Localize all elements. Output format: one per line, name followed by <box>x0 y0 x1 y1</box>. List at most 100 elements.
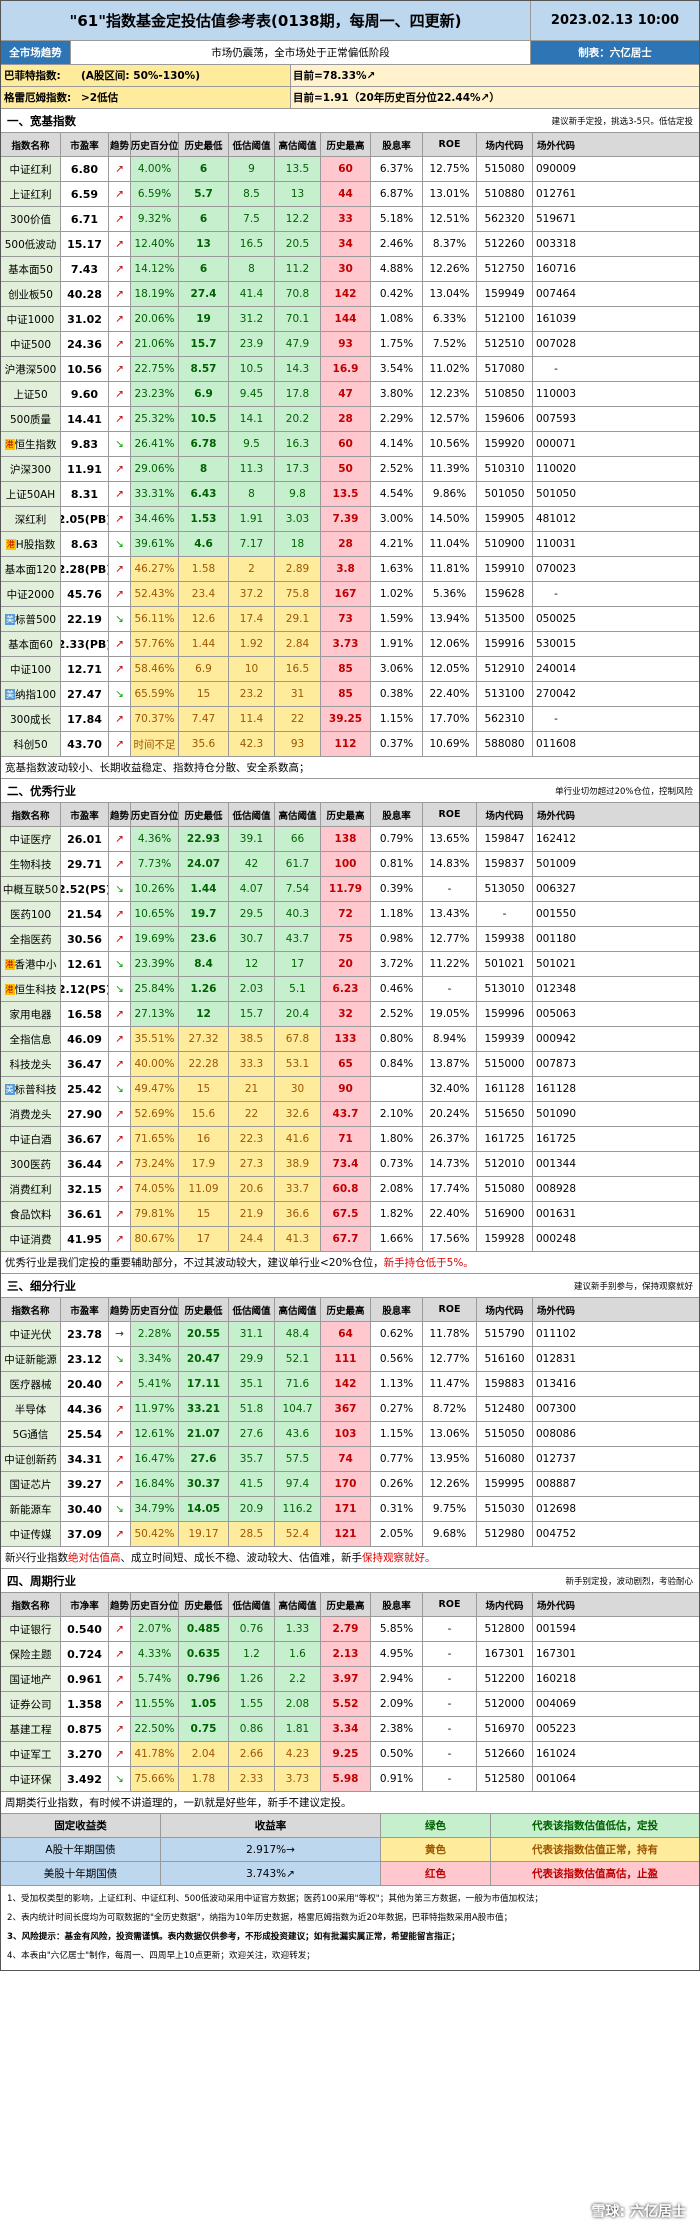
low-threshold: 29.9 <box>229 1347 275 1371</box>
historical-low: 4.6 <box>179 532 229 556</box>
high-threshold: 38.9 <box>275 1152 321 1176</box>
index-name: 中证500 <box>1 332 61 356</box>
trend-arrow-icon: ↗ <box>109 1227 131 1251</box>
otc-code: 167301 <box>535 1648 577 1660</box>
table-row: 中证500 24.36 ↗ 21.06% 15.7 23.9 47.9 93 1.75% 7.52… <box>1 332 699 357</box>
pe-value: 36.67 <box>61 1127 109 1151</box>
legend-color-green: 绿色 <box>381 1814 491 1837</box>
roe: - <box>423 1767 477 1791</box>
trend-arrow-icon: ↗ <box>109 1717 131 1741</box>
low-threshold: 39.1 <box>229 827 275 851</box>
high-threshold: 116.2 <box>275 1497 321 1521</box>
exchange-code: 513010 <box>477 977 533 1001</box>
high-threshold: 2.84 <box>275 632 321 656</box>
historical-low: 27.4 <box>179 282 229 306</box>
otc-code: 001180 <box>535 933 577 945</box>
watermark: 雪球: 六亿居士 <box>591 2204 686 2220</box>
otc-code: 161128 <box>535 1083 577 1095</box>
percentile: 10.65% <box>131 902 179 926</box>
historical-high: 121 <box>321 1522 371 1546</box>
legend-block: 固定收益类 收益率 绿色 代表该指数估值低估，定投 A股十年期国债 2.917%→ 黄色 代表… <box>1 1814 699 1886</box>
low-threshold: 2 <box>229 557 275 581</box>
table-row: 生物科技 29.71 ↗ 7.73% 24.07 42 61.7 100 0.81% 14.83%… <box>1 852 699 877</box>
dividend-yield: 1.18% <box>371 902 423 926</box>
index-name: 5G通信 <box>1 1422 61 1446</box>
index-name: 全指信息 <box>1 1027 61 1051</box>
otc-code: 003318 <box>535 238 577 250</box>
historical-low: 15.6 <box>179 1102 229 1126</box>
us-badge: 美 <box>4 1083 15 1095</box>
pe-value: 1.358 <box>61 1692 109 1716</box>
index-name-text: 纳指100 <box>14 688 57 701</box>
column-header: 历史百分位 <box>131 1593 179 1616</box>
high-threshold: 11.2 <box>275 257 321 281</box>
us-badge: 美 <box>4 613 15 625</box>
pe-value: 2.33(PB) <box>61 632 109 656</box>
column-header: 市盈率 <box>61 133 109 156</box>
historical-low: 21.07 <box>179 1422 229 1446</box>
otc-code: 110020 <box>535 463 577 475</box>
roe: 12.06% <box>423 632 477 656</box>
index-name: 300价值 <box>1 207 61 231</box>
pe-value: 37.09 <box>61 1522 109 1546</box>
note-line: 1、受加权类型的影响，上证红利、中证红利、500低波动采用中证官方数据；医药10… <box>7 1894 544 1904</box>
dividend-yield: 4.14% <box>371 432 423 456</box>
column-header: 低估阈值 <box>229 1593 275 1616</box>
table-row: 中证消费 41.95 ↗ 80.67% 17 24.4 41.3 67.7 1.66% 17.56… <box>1 1227 699 1252</box>
column-header: 高估阈值 <box>275 133 321 156</box>
historical-low: 1.78 <box>179 1767 229 1791</box>
index-name-text: 恒生科技 <box>14 983 57 996</box>
exchange-code: 159883 <box>477 1372 533 1396</box>
percentile: 12.40% <box>131 232 179 256</box>
percentile: 18.19% <box>131 282 179 306</box>
low-threshold: 30.7 <box>229 927 275 951</box>
pe-value: 34.31 <box>61 1447 109 1471</box>
trend-arrow-icon: ↗ <box>109 1177 131 1201</box>
exchange-code: 512580 <box>477 1767 533 1791</box>
section-title: 三、细分行业 建议新手别参与，保持观察就好 <box>1 1274 699 1298</box>
exchange-code: 513050 <box>477 877 533 901</box>
pe-value: 3.492 <box>61 1767 109 1791</box>
section-name: 三、细分行业 <box>7 1278 76 1293</box>
historical-low: 1.44 <box>179 632 229 656</box>
roe: 12.77% <box>423 1347 477 1371</box>
percentile: 5.41% <box>131 1372 179 1396</box>
otc-code: 090009 <box>535 163 577 175</box>
table-row: 中证白酒 36.67 ↗ 71.65% 16 22.3 41.6 71 1.80% 26.37% 1… <box>1 1127 699 1152</box>
legend-row: A股十年期国债 2.917%→ 黄色 代表该指数估值正常，持有 <box>1 1838 699 1862</box>
index-name: 沪港深500 <box>1 357 61 381</box>
historical-high: 43.7 <box>321 1102 371 1126</box>
roe: 14.50% <box>423 507 477 531</box>
historical-high: 72 <box>321 902 371 926</box>
index-name: 中证军工 <box>1 1742 61 1766</box>
table-header-row: 指数名称 市盈率 趋势 历史百分位 历史最低 低估阈值 高估阈值 历史最高 股息率 ROE 场内代码… <box>1 803 699 827</box>
trend-arrow-icon: ↗ <box>109 257 131 281</box>
column-header: ROE <box>423 1298 477 1321</box>
dividend-yield: 0.81% <box>371 852 423 876</box>
high-threshold: 22 <box>275 707 321 731</box>
table-row: 家用电器 16.58 ↗ 27.13% 12 15.7 20.4 32 2.52% 19.05% 1… <box>1 1002 699 1027</box>
exchange-code: 159949 <box>477 282 533 306</box>
trend-arrow-icon: ↗ <box>109 1522 131 1546</box>
table-row: 500低波动 15.17 ↗ 12.40% 13 16.5 20.5 34 2.46% 8.37%… <box>1 232 699 257</box>
trend-arrow-icon: ↘ <box>109 1767 131 1791</box>
low-threshold: 51.8 <box>229 1397 275 1421</box>
high-threshold: 12.2 <box>275 207 321 231</box>
historical-high: 3.97 <box>321 1667 371 1691</box>
historical-high: 2.79 <box>321 1617 371 1641</box>
exchange-code: 515030 <box>477 1497 533 1521</box>
exchange-code: 159938 <box>477 927 533 951</box>
otc-code: 007873 <box>535 1058 577 1070</box>
dividend-yield: 0.26% <box>371 1472 423 1496</box>
high-threshold: 43.7 <box>275 927 321 951</box>
index-name: 医药100 <box>1 902 61 926</box>
roe: 13.87% <box>423 1052 477 1076</box>
otc-code: 007028 <box>535 338 577 350</box>
percentile: 23.39% <box>131 952 179 976</box>
historical-high: 60.8 <box>321 1177 371 1201</box>
index-name: 半导体 <box>1 1397 61 1421</box>
index-name-text: 香港中小 <box>14 958 57 971</box>
column-header: 场内代码 <box>477 1593 533 1616</box>
index-name: 基建工程 <box>1 1717 61 1741</box>
exchange-code: 513100 <box>477 682 533 706</box>
